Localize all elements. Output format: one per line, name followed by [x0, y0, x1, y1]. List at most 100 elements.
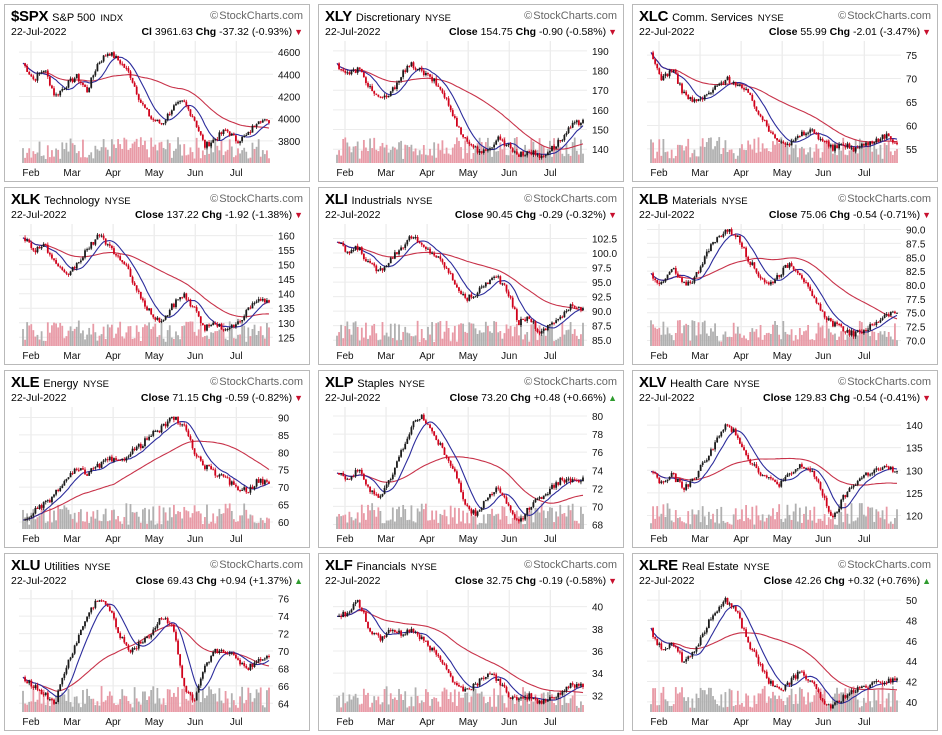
volume-bar: [226, 698, 229, 712]
volume-bar: [340, 516, 343, 529]
chart-panel-xlf[interactable]: XLF Financials NYSE ©StockCharts.com 22-Jul-…: [318, 553, 624, 731]
volume-bar: [352, 146, 355, 163]
copyright-icon: ©: [210, 376, 219, 388]
candle-body: [144, 300, 146, 307]
volume-bar: [73, 144, 76, 163]
candle-body: [707, 92, 710, 95]
volume-bar: [173, 150, 175, 163]
candle-body: [129, 269, 132, 277]
volume-bar: [117, 516, 119, 529]
candle-body: [654, 636, 657, 639]
volume-bar: [451, 332, 454, 346]
y-tick-label: 75: [278, 466, 290, 477]
volume-bar: [94, 145, 97, 163]
chart-panel-xlre[interactable]: XLRE Real Estate NYSE ©StockCharts.com 22-Ju…: [632, 553, 938, 731]
price-chart[interactable]: Feb Mar Apr May Jun Jul90.087.585.082.580.077…: [633, 188, 939, 366]
volume-bar: [131, 512, 134, 529]
volume-bar: [650, 523, 652, 529]
candle-body: [67, 80, 70, 88]
chart-panel-xlb[interactable]: XLB Materials NYSE ©StockCharts.com 22-Jul-2…: [632, 187, 938, 365]
volume-bar: [509, 325, 512, 346]
candle-body: [429, 645, 431, 651]
candle-body: [268, 481, 270, 484]
symbol-label: XLY: [325, 8, 352, 25]
volume-bar: [687, 697, 690, 712]
chart-panel-xli[interactable]: XLI Industrials NYSE ©StockCharts.com 22-Jul…: [318, 187, 624, 365]
volume-bar: [891, 155, 894, 163]
candle-body: [222, 129, 225, 134]
candle-body: [796, 468, 799, 470]
close-value: 32.75: [486, 575, 513, 587]
candle-body: [482, 677, 485, 679]
volume-bar: [67, 509, 70, 529]
volume-bar: [218, 508, 221, 529]
candle-body: [780, 480, 783, 487]
volume-bar: [214, 523, 217, 529]
source-watermark: ©StockCharts.com: [210, 559, 303, 571]
candle-body: [170, 623, 173, 625]
chart-panel-xle[interactable]: XLE Energy NYSE ©StockCharts.com 22-Jul-2022…: [4, 370, 310, 548]
volume-bar: [462, 323, 465, 346]
chart-panel-spx[interactable]: $SPX S&P 500 INDX ©StockCharts.com 22-Jul-20…: [4, 4, 310, 182]
candle-body: [447, 457, 450, 461]
volume-bar: [237, 148, 239, 163]
price-chart[interactable]: Feb Mar Apr May Jun Jul1601551501451401351301…: [5, 188, 311, 366]
candle-body: [416, 236, 419, 242]
volume-bar: [117, 139, 119, 163]
chart-panel-xlk[interactable]: XLK Technology NYSE ©StockCharts.com 22-Jul-…: [4, 187, 310, 365]
volume-bar: [720, 153, 723, 163]
y-tick-label: 140: [906, 421, 923, 432]
volume-bar: [509, 523, 512, 529]
security-name: Real Estate: [681, 561, 739, 573]
x-tick-label: Feb: [650, 534, 668, 545]
chart-panel-xly[interactable]: XLY Discretionary NYSE ©StockCharts.com 22-J…: [318, 4, 624, 182]
volume-bar: [396, 699, 398, 712]
volume-bar: [464, 692, 467, 712]
candle-body: [340, 616, 343, 618]
volume-bar: [720, 694, 723, 712]
volume-bar: [462, 697, 465, 712]
volume-bar: [503, 507, 506, 529]
volume-bar: [666, 503, 669, 529]
volume-bar: [224, 503, 227, 529]
volume-bar: [858, 503, 861, 529]
volume-bar: [371, 702, 374, 712]
candle-body: [360, 247, 363, 254]
volume-bar: [656, 151, 659, 163]
candle-body: [183, 424, 186, 426]
volume-bar: [672, 158, 675, 163]
volume-bar: [716, 508, 719, 529]
candle-body: [778, 687, 781, 689]
volume-bar: [148, 157, 151, 163]
candle-body: [769, 281, 772, 285]
volume-bar: [745, 505, 747, 529]
volume-bar: [718, 523, 721, 529]
volume-bar: [524, 144, 527, 163]
volume-bar: [769, 333, 772, 346]
volume-bar: [181, 155, 184, 163]
candle-body: [518, 698, 520, 700]
volume-bar: [402, 700, 405, 712]
volume-bar: [765, 517, 768, 529]
volume-bar: [664, 152, 667, 163]
symbol-label: XLRE: [639, 557, 678, 574]
x-tick-label: May: [773, 717, 792, 728]
chart-panel-xlc[interactable]: XLC Comm. Services NYSE ©StockCharts.com 22-…: [632, 4, 938, 182]
chart-panel-xlp[interactable]: XLP Staples NYSE ©StockCharts.com 22-Jul-202…: [318, 370, 624, 548]
chart-panel-xlv[interactable]: XLV Health Care NYSE ©StockCharts.com 22-Jul…: [632, 370, 938, 548]
chart-panel-xlu[interactable]: XLU Utilities NYSE ©StockCharts.com 22-Jul-2…: [4, 553, 310, 731]
candle-body: [445, 97, 448, 99]
x-tick-label: Jul: [544, 717, 557, 728]
price-chart[interactable]: Feb Mar Apr May Jun Jul102.5100.097.595.092.5…: [319, 188, 625, 366]
volume-bar: [375, 700, 378, 712]
volume-bar: [162, 507, 165, 529]
